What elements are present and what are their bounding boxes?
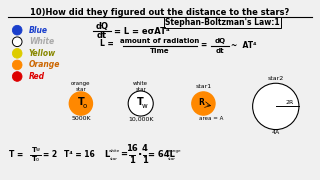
Text: =: = [201,41,207,50]
Text: L =: L = [100,39,114,48]
Text: dt: dt [97,31,107,40]
Text: star1: star1 [195,84,212,89]
Text: dQ: dQ [214,38,225,44]
Text: white: white [109,149,120,153]
Circle shape [252,83,299,130]
Text: T: T [32,147,37,153]
Circle shape [12,49,22,58]
Text: Orange: Orange [29,60,60,69]
Text: T: T [77,97,84,107]
Text: area = A: area = A [199,116,223,122]
Text: amount of radiation: amount of radiation [120,38,200,44]
Circle shape [69,92,92,115]
Text: dQ: dQ [96,22,108,31]
Text: ·: · [138,150,142,160]
Text: white
star: white star [133,80,148,92]
Text: dt: dt [215,48,224,54]
Text: star: star [168,156,176,161]
Text: T =: T = [10,150,24,159]
Text: star2: star2 [268,76,284,81]
Text: 4A: 4A [272,130,280,135]
Text: ~  AT⁴: ~ AT⁴ [231,41,257,50]
Text: T: T [137,97,144,107]
Text: Yellow: Yellow [29,49,56,58]
Text: L: L [104,150,109,159]
Text: Red: Red [29,72,45,81]
Text: 16: 16 [126,144,138,153]
Text: T⁴ = 16: T⁴ = 16 [63,150,94,159]
Text: w: w [36,147,40,152]
Text: = 2: = 2 [43,150,57,159]
Text: 4: 4 [142,144,148,153]
Text: T: T [32,156,37,163]
Circle shape [12,72,22,81]
Text: White: White [29,37,54,46]
Text: o: o [83,103,87,109]
Circle shape [128,91,153,116]
Text: 1: 1 [142,156,148,165]
Text: Stephan-Boltzman's Law:1: Stephan-Boltzman's Law:1 [165,18,280,27]
Text: orange
star: orange star [71,80,91,92]
Circle shape [192,92,215,115]
Text: Blue: Blue [29,26,48,35]
Text: w: w [142,103,148,109]
Text: R: R [198,98,204,107]
Text: 10,000K: 10,000K [128,116,154,122]
Text: star: star [110,156,118,161]
Circle shape [12,37,22,47]
Circle shape [12,60,22,70]
Text: Time: Time [150,48,170,54]
Text: = 64L: = 64L [148,150,175,159]
Text: orange: orange [167,149,181,153]
Circle shape [12,25,22,35]
Text: o: o [36,157,38,162]
Text: 1: 1 [129,156,135,165]
Text: =: = [120,150,127,159]
Text: = L = eσAT⁴: = L = eσAT⁴ [114,27,169,36]
Text: 5000K: 5000K [71,116,91,122]
Text: 2R: 2R [285,100,293,105]
Text: 10)How did they figured out the distance to the stars?: 10)How did they figured out the distance… [30,8,290,17]
